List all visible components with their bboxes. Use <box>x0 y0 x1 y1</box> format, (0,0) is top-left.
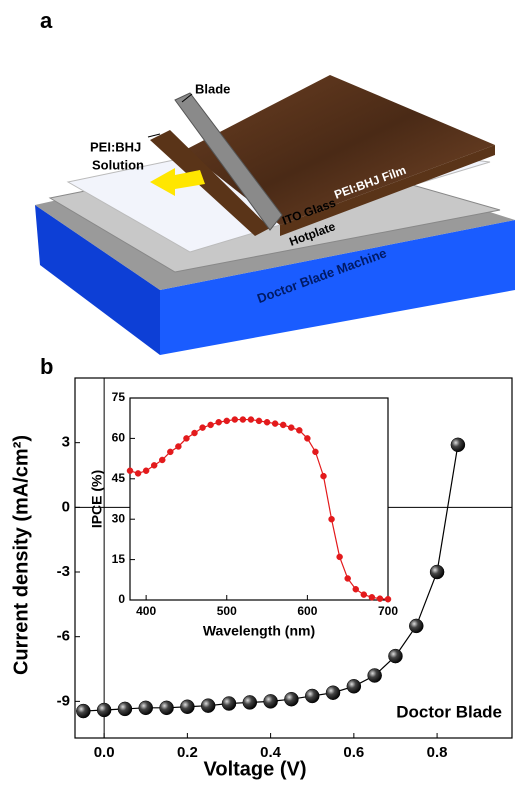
panel-label: a <box>40 8 53 33</box>
marker <box>183 435 189 441</box>
legend-label: Doctor Blade <box>396 702 502 721</box>
marker <box>224 418 230 424</box>
y-tick-label: -9 <box>57 692 70 709</box>
marker <box>151 462 157 468</box>
marker <box>369 594 375 600</box>
y-tick-label: -3 <box>57 563 70 580</box>
x-tick-label: 0.8 <box>427 744 448 761</box>
marker <box>305 689 319 703</box>
inset-y-label: IPCE (%) <box>89 470 105 528</box>
marker <box>256 418 262 424</box>
marker <box>232 417 238 423</box>
marker <box>337 554 343 560</box>
y-tick-label: 75 <box>112 390 126 404</box>
marker <box>200 425 206 431</box>
marker <box>284 692 298 706</box>
figure: a Blade PEI:BHJ Solution PEI:BHJ Film IT… <box>0 0 515 785</box>
x-tick-label: 700 <box>378 604 398 618</box>
y-tick-label: 3 <box>62 434 70 451</box>
marker <box>304 435 310 441</box>
marker <box>312 449 318 455</box>
y-tick-label: 0 <box>62 498 70 515</box>
marker <box>385 596 391 602</box>
label: PEI:BHJ <box>90 139 141 154</box>
marker <box>143 468 149 474</box>
marker <box>201 699 215 713</box>
marker <box>180 700 194 714</box>
marker <box>347 679 361 693</box>
marker <box>329 516 335 522</box>
marker <box>361 592 367 598</box>
marker <box>175 443 181 449</box>
inset-x-label: Wavelength (nm) <box>203 623 315 639</box>
marker <box>240 417 246 423</box>
marker <box>160 701 174 715</box>
marker <box>353 586 359 592</box>
marker <box>430 565 444 579</box>
x-tick-label: 600 <box>297 604 317 618</box>
plot-frame <box>130 398 388 600</box>
marker <box>264 419 270 425</box>
y-tick-label: 30 <box>112 511 126 525</box>
marker <box>326 686 340 700</box>
x-tick-label: 0.2 <box>177 744 198 761</box>
y-tick-label: 45 <box>112 471 126 485</box>
marker <box>368 668 382 682</box>
x-tick-label: 0.0 <box>94 744 115 761</box>
marker <box>118 702 132 716</box>
marker <box>451 438 465 452</box>
y-tick-label: 60 <box>112 431 126 445</box>
marker <box>248 417 254 423</box>
marker <box>388 649 402 663</box>
marker <box>272 421 278 427</box>
y-tick-label: -6 <box>57 628 70 645</box>
x-tick-label: 0.4 <box>260 744 282 761</box>
y-tick-label: 15 <box>112 552 126 566</box>
marker <box>296 427 302 433</box>
marker <box>135 470 141 476</box>
marker <box>288 425 294 431</box>
panel-label: b <box>40 354 53 379</box>
marker <box>97 703 111 717</box>
marker <box>243 695 257 709</box>
marker <box>167 449 173 455</box>
marker <box>76 704 90 718</box>
marker <box>345 575 351 581</box>
marker <box>377 596 383 602</box>
marker <box>264 694 278 708</box>
marker <box>280 422 286 428</box>
marker <box>409 619 423 633</box>
marker <box>139 701 153 715</box>
marker <box>321 473 327 479</box>
label: Blade <box>195 81 230 96</box>
y-tick-label: 0 <box>118 592 125 606</box>
label: Solution <box>92 157 144 172</box>
marker <box>208 422 214 428</box>
y-axis-label: Current density (mA/cm²) <box>10 435 32 675</box>
marker <box>222 697 236 711</box>
marker <box>216 419 222 425</box>
illustration: a Blade PEI:BHJ Solution PEI:BHJ Film IT… <box>35 8 515 355</box>
marker <box>127 468 133 474</box>
marker <box>192 430 198 436</box>
marker <box>159 457 165 463</box>
x-tick-label: 0.6 <box>343 744 364 761</box>
x-tick-label: 500 <box>217 604 237 618</box>
x-axis-label: Voltage (V) <box>204 758 307 780</box>
x-tick-label: 400 <box>136 604 156 618</box>
